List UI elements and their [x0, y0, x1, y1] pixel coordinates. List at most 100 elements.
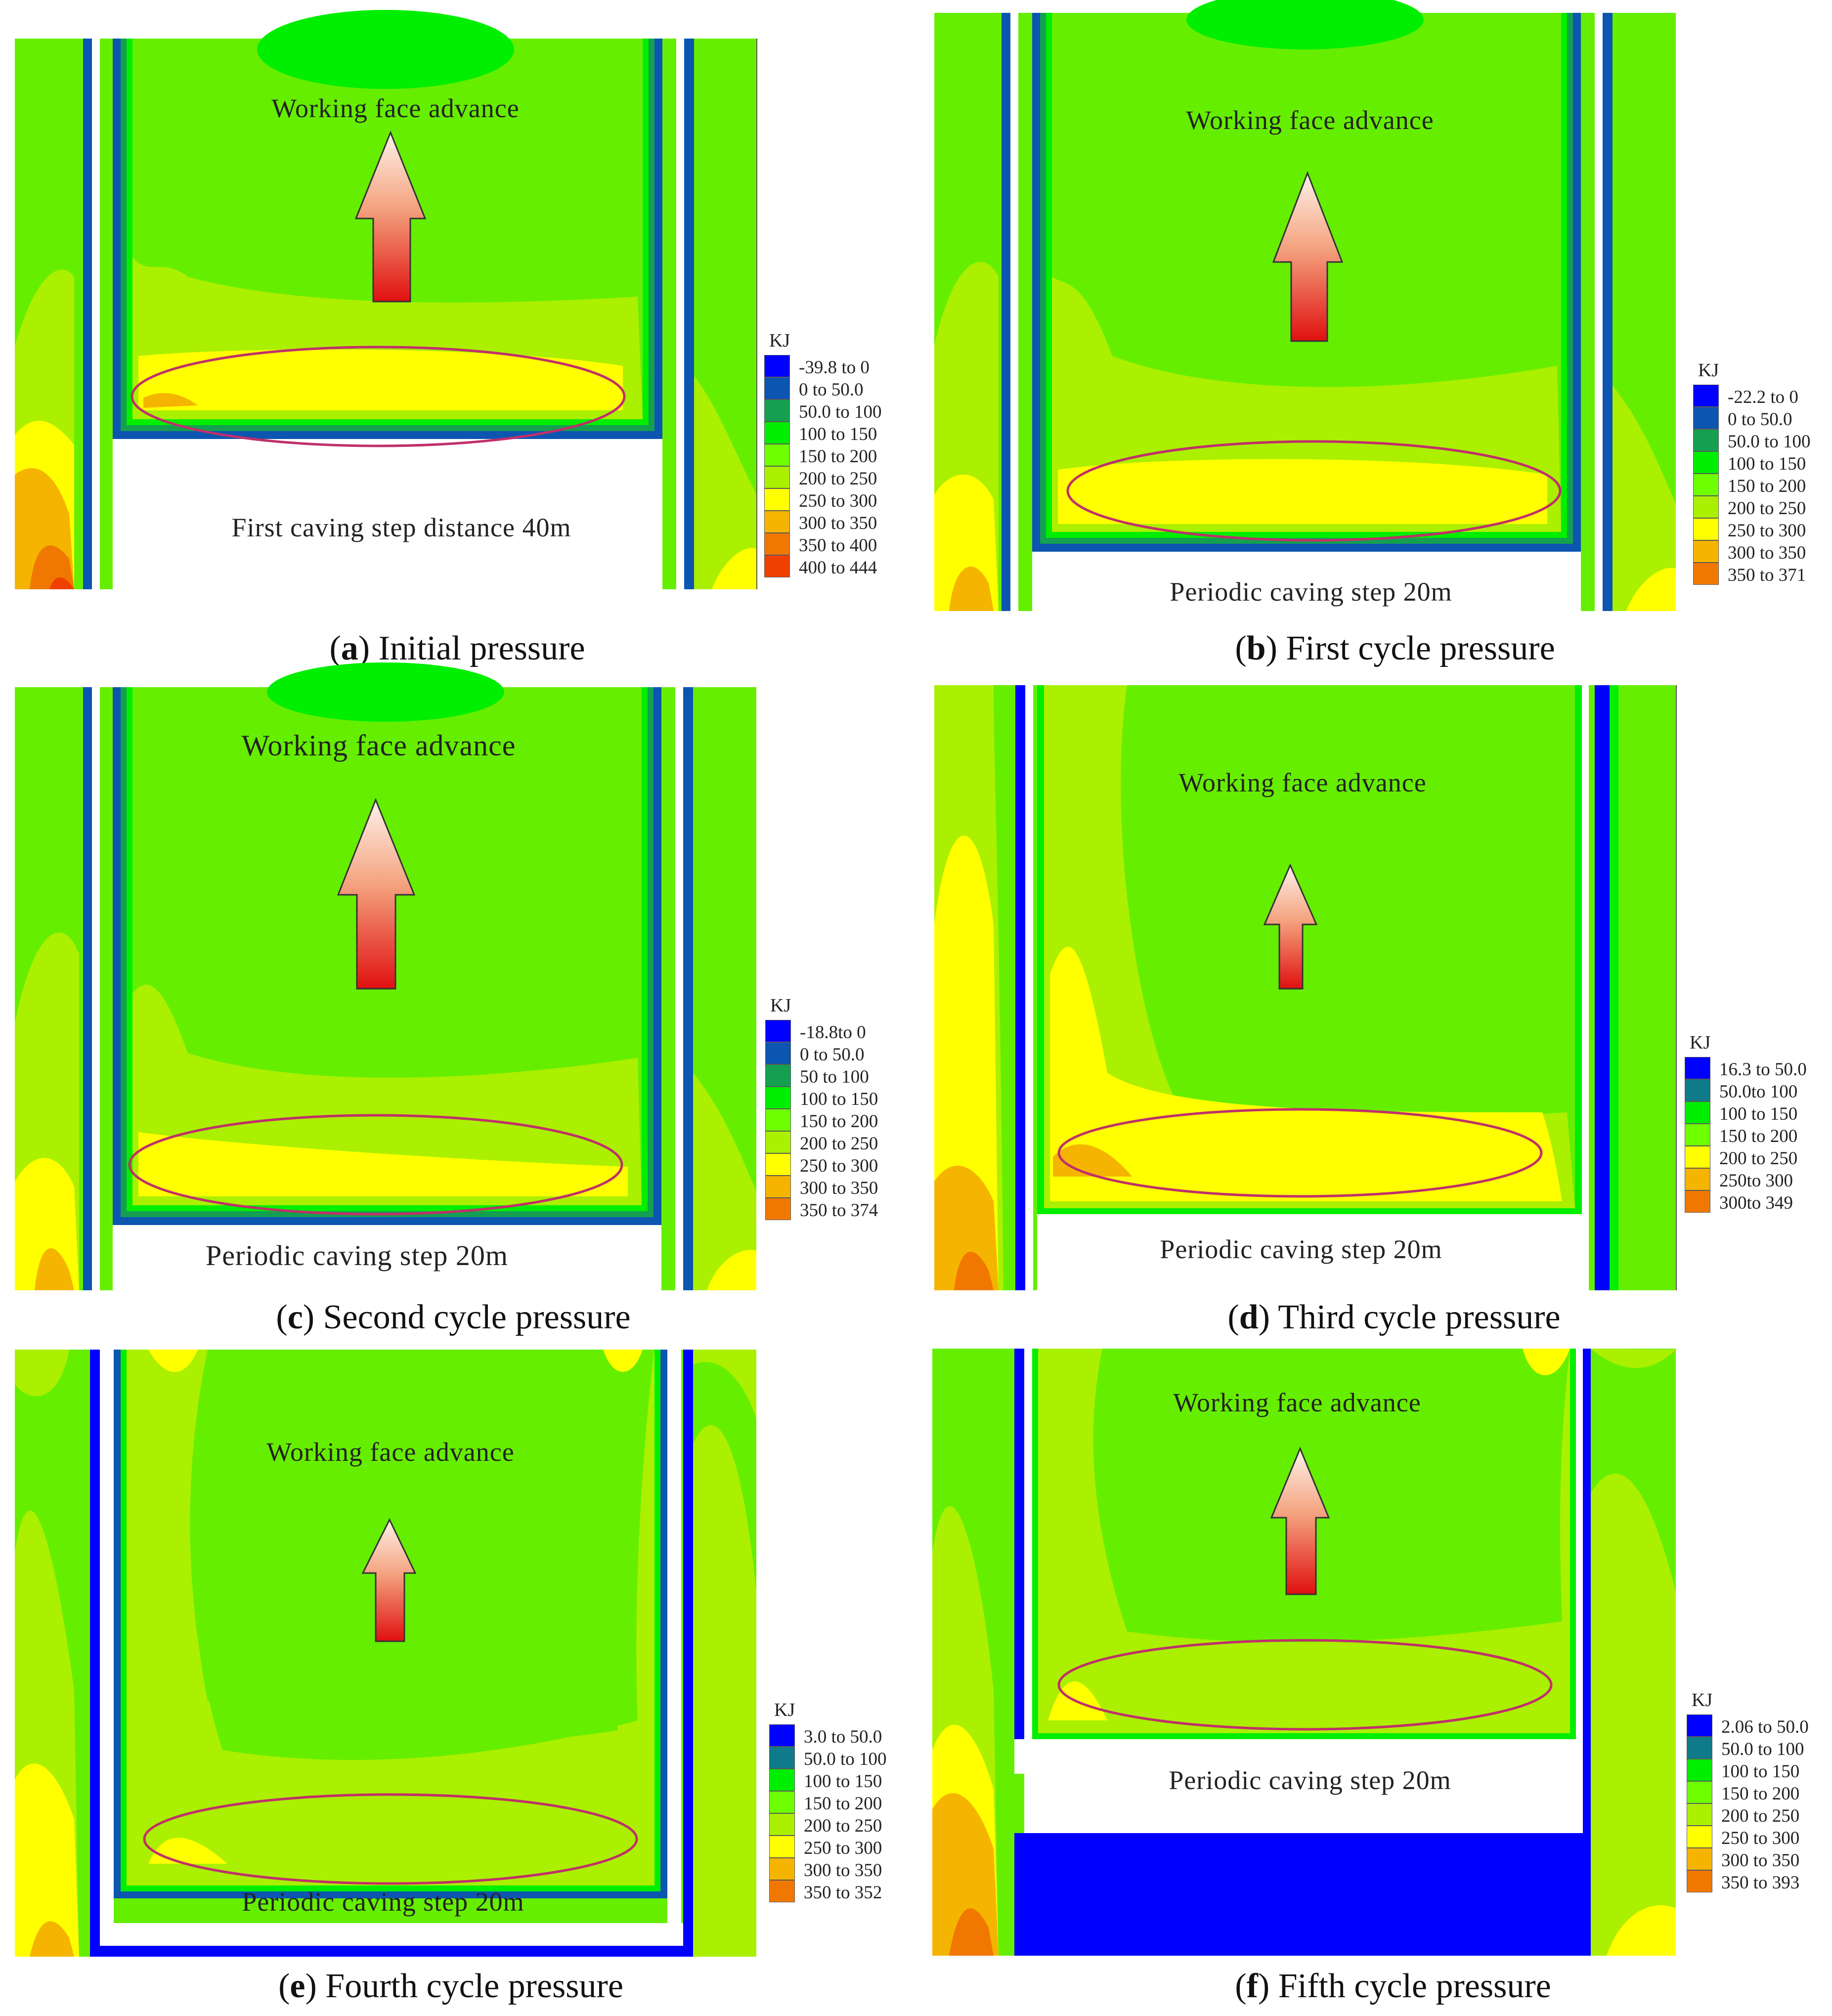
legend-row: 150 to 200: [765, 1109, 878, 1132]
legend-swatch: [765, 1109, 791, 1131]
legend-swatch: [1693, 540, 1719, 563]
legend-swatch: [1687, 1803, 1712, 1826]
legend-label: 200 to 250: [799, 469, 877, 489]
legend-label: 100 to 150: [804, 1771, 882, 1792]
legend-swatch: [1693, 496, 1719, 518]
caption-f: (f) Fifth cycle pressure: [1235, 1967, 1551, 2005]
legend-swatch: [769, 1747, 795, 1769]
legend-row: 150 to 200: [769, 1791, 882, 1814]
legend-label: 300 to 350: [1721, 1850, 1800, 1871]
caption-b: (b) First cycle pressure: [1235, 629, 1555, 667]
legend-row: 200 to 250: [1687, 1803, 1799, 1826]
legend-label: 16.3 to 50.0: [1719, 1059, 1807, 1080]
legend-label: 350 to 393: [1721, 1873, 1800, 1893]
legend-swatch: [1685, 1146, 1710, 1168]
legend-swatch: [769, 1836, 795, 1858]
legend-label: 350 to 374: [800, 1200, 878, 1221]
legend-swatch: [1687, 1781, 1712, 1803]
legend-row: 150 to 200: [1685, 1124, 1797, 1146]
legend-row: 0 to 50.0: [765, 1042, 865, 1065]
legend-label: 300 to 350: [804, 1860, 882, 1881]
legend-label: 50.0to 100: [1719, 1082, 1798, 1102]
legend-label: 250 to 300: [1721, 1828, 1800, 1848]
caption-c: (c) Second cycle pressure: [276, 1298, 631, 1336]
legend-label: 200 to 250: [1721, 1806, 1800, 1826]
legend-label: 300to 349: [1719, 1193, 1793, 1213]
legend-row: 300 to 350: [764, 511, 877, 533]
legend-row: 300to 349: [1685, 1190, 1793, 1213]
legend-row: 150 to 200: [1693, 474, 1806, 496]
legend-label: 200 to 250: [1728, 498, 1806, 519]
legend-row: 400 to 444: [764, 555, 877, 578]
legend-swatch: [765, 1153, 791, 1176]
legend-label: 150 to 200: [800, 1111, 878, 1132]
legend-row: 300 to 350: [769, 1858, 882, 1881]
legend-label: 200 to 250: [804, 1816, 882, 1836]
legend-label: 250 to 300: [804, 1838, 882, 1858]
legend-e: KJ 3.0 to 50.0 50.0 to 100 100 to 150 150 to…: [769, 1700, 887, 1903]
legend-label: 2.06 to 50.0: [1721, 1717, 1809, 1737]
legend-row: 50.0 to 100: [764, 399, 882, 422]
legend-row: 250to 300: [1685, 1168, 1793, 1191]
legend-row: 50.0to 100: [1685, 1079, 1797, 1102]
legend-swatch: [764, 511, 790, 533]
legend-row: 0 to 50.0: [764, 377, 864, 400]
legend-swatch: [764, 555, 790, 577]
legend-unit: KJ: [1692, 1690, 1713, 1710]
legend-row: 100 to 150: [1693, 451, 1806, 474]
caption-a: (a) Initial pressure: [329, 629, 585, 667]
legend-row: -18.8to 0: [765, 1020, 866, 1043]
legend-label: 100 to 150: [1721, 1761, 1800, 1782]
legend-label: 250 to 300: [799, 491, 877, 511]
legend-swatch: [1685, 1168, 1710, 1190]
advance-label-f: Working face advance: [1173, 1388, 1421, 1417]
legend-label: 200 to 250: [800, 1134, 878, 1154]
legend-swatch: [765, 1198, 791, 1220]
legend-label: 150 to 200: [1721, 1784, 1800, 1804]
legend-label: 250 to 300: [1728, 521, 1806, 541]
legend-swatch: [765, 1064, 791, 1087]
legend-label: 350 to 352: [804, 1883, 882, 1903]
legend-f: KJ 2.06 to 50.0 50.0 to 100 100 to 150 150 t…: [1687, 1690, 1809, 1893]
legend-label: 0 to 50.0: [800, 1045, 865, 1065]
legend-swatch: [769, 1724, 795, 1747]
legend-row: 300 to 350: [1693, 540, 1806, 563]
legend-row: -39.8 to 0: [764, 355, 870, 378]
legend-label: -39.8 to 0: [799, 357, 870, 378]
legend-label: 300 to 350: [799, 513, 877, 533]
contour-plot-d: [934, 685, 1677, 1290]
legend-swatch: [1693, 518, 1719, 540]
legend-swatch: [1685, 1190, 1710, 1213]
legend-row: 3.0 to 50.0: [769, 1724, 882, 1747]
legend-row: 50.0 to 100: [1693, 429, 1811, 452]
legend-row: 350 to 352: [769, 1880, 882, 1903]
legend-row: 200 to 250: [769, 1813, 882, 1836]
legend-unit: KJ: [774, 1700, 795, 1720]
legend-row: 350 to 393: [1687, 1870, 1799, 1893]
legend-row: 200 to 250: [765, 1131, 878, 1154]
legend-swatch: [764, 533, 790, 555]
legend-label: 200 to 250: [1719, 1148, 1798, 1169]
legend-row: 50.0 to 100: [769, 1747, 887, 1769]
legend-label: 50 to 100: [800, 1067, 869, 1087]
contour-plot-f: [932, 1349, 1676, 1956]
legend-label: 350 to 371: [1728, 565, 1806, 585]
legend-swatch: [1693, 563, 1719, 585]
legend-row: 250 to 300: [1693, 518, 1806, 541]
advance-label-a: Working face advance: [271, 93, 520, 123]
legend-row: 50.0 to 100: [1687, 1737, 1804, 1759]
contour-plot-c: [15, 662, 756, 1290]
step-label-d: Periodic caving step 20m: [1160, 1234, 1442, 1264]
legend-label: 100 to 150: [800, 1089, 878, 1109]
legend-swatch: [1687, 1714, 1712, 1737]
advance-label-c: Working face advance: [241, 729, 516, 762]
legend-row: 200 to 250: [1693, 496, 1806, 519]
legend-swatch: [764, 444, 790, 466]
legend-swatch: [1687, 1759, 1712, 1781]
panel-b: Working face advance Periodic caving ste…: [919, 0, 1832, 677]
legend-row: 350 to 400: [764, 533, 877, 556]
legend-swatch: [1687, 1848, 1712, 1870]
legend-swatch: [764, 466, 790, 488]
